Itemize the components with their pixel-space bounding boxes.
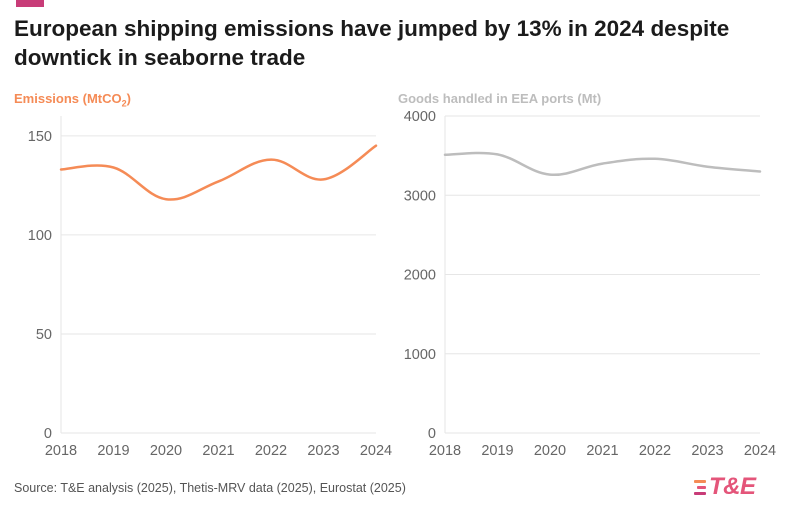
te-logo-text: T&E [709,473,756,500]
x-tick-label: 2018 [429,443,461,459]
x-tick-label: 2019 [97,443,129,459]
chart-title: European shipping emissions have jumped … [14,16,730,70]
x-tick-label: 2021 [586,443,618,459]
y-tick-label: 0 [428,426,436,442]
emissions-label-subscript: 2 [121,98,127,109]
y-tick-label: 0 [44,426,52,442]
x-tick-label: 2024 [360,443,392,459]
goods-chart: 0 1000 2000 3000 4000 2018 2019 2020 2021 2022 202… [404,109,776,459]
source-note: Source: T&E analysis (2025), Thetis-MRV … [14,481,406,495]
x-tick-label: 2020 [534,443,566,459]
y-tick-label: 3000 [404,188,436,204]
goods-series-line [443,151,762,176]
y-tick-label: 50 [36,327,52,343]
x-tick-label: 2022 [639,443,671,459]
te-logo-icon [694,479,706,495]
y-tick-label: 1000 [404,347,436,363]
x-tick-label: 2019 [481,443,513,459]
accent-bar [16,0,44,7]
x-tick-label: 2023 [307,443,339,459]
logo-stripe [694,479,706,483]
emissions-series-line [59,144,378,201]
y-tick-label: 100 [28,228,52,244]
logo-stripe [694,491,706,495]
emissions-label-end: ) [126,91,131,106]
te-logo: T&E [694,472,756,502]
goods-panel-label: Goods handled in EEA ports (Mt) [398,91,602,106]
emissions-label-main: Emissions (MtCO [14,91,122,106]
x-tick-label: 2023 [691,443,723,459]
logo-stripe [697,485,706,489]
emissions-chart: 0 50 100 150 2018 2019 2020 2021 2022 2023 2024 [28,116,392,459]
x-tick-label: 2020 [150,443,182,459]
y-tick-label: 150 [28,129,52,145]
y-tick-label: 4000 [404,109,436,125]
x-tick-label: 2022 [255,443,287,459]
x-tick-label: 2021 [202,443,234,459]
emissions-panel-label: Emissions (MtCO2) [14,91,131,109]
x-tick-label: 2024 [744,443,776,459]
x-tick-label: 2018 [45,443,77,459]
y-tick-label: 2000 [404,268,436,284]
